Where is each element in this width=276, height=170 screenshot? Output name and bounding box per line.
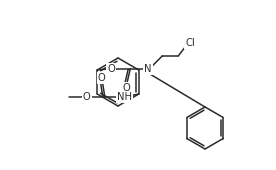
Text: N: N	[144, 64, 152, 74]
Text: O: O	[122, 83, 130, 93]
Text: O: O	[83, 92, 91, 102]
Text: NH: NH	[117, 92, 132, 102]
Text: O: O	[98, 73, 106, 83]
Text: Cl: Cl	[185, 38, 195, 48]
Text: O: O	[107, 64, 115, 74]
